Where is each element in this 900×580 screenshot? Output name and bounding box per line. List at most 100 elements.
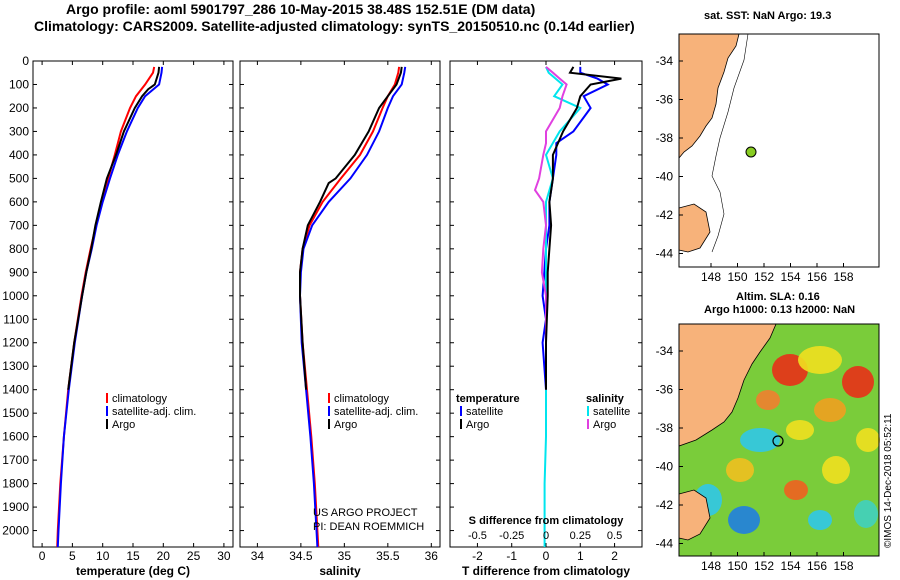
diff-sal-legend-label: satellite	[593, 406, 630, 418]
sla-map-lat-label: -44	[656, 537, 674, 551]
y-tick-label: 900	[9, 265, 29, 279]
x-tick-label: -2	[472, 549, 483, 563]
x-tick-label: 0	[543, 549, 550, 563]
sla-anomaly-patch	[740, 428, 780, 452]
sst-map-lon-label: 152	[754, 270, 774, 284]
temp-climatology-line	[56, 66, 156, 548]
sla-map-lat-label: -40	[656, 460, 674, 474]
y-tick-label: 1100	[3, 312, 29, 326]
x-tick-label: 1	[577, 549, 584, 563]
diff-legend-temp-title: temperature	[456, 393, 520, 405]
sst-map-lat-label: -44	[656, 247, 674, 261]
x-tick-label: 35.5	[376, 549, 400, 563]
sla-map-lon-label: 150	[727, 559, 747, 573]
s-tick-label: 0	[543, 530, 549, 542]
sal-argo-line	[299, 66, 403, 390]
x-tick-label: 15	[126, 549, 140, 563]
y-tick-label: 1800	[2, 477, 29, 491]
diff-temp-legend-label: satellite	[466, 406, 503, 418]
x-tick-label: 2	[611, 549, 618, 563]
sla-map-lat-label: -42	[656, 498, 674, 512]
diff-sal-legend-swatch	[587, 419, 589, 429]
sst-map-lon-label: 156	[807, 270, 827, 284]
x-tick-label: 35	[338, 549, 352, 563]
sal-legend-label: Argo	[334, 419, 357, 431]
sst-map-lat-label: -40	[656, 170, 674, 184]
pi-annotation: PI: DEAN ROEMMICH	[313, 521, 424, 533]
y-tick-label: 200	[9, 101, 29, 115]
sla-map-lon-label: 154	[780, 559, 800, 573]
x-tick-label: 10	[96, 549, 110, 563]
diff-sal-argo-line	[533, 66, 568, 390]
y-tick-label: 1500	[2, 406, 29, 420]
sst-map-lat-label: -42	[656, 208, 674, 222]
temp-satellite-line	[56, 66, 164, 548]
x-axis-label: salinity	[319, 564, 361, 578]
x-tick-label: 34	[251, 549, 265, 563]
s-tick-label: -0.25	[499, 530, 524, 542]
sla-anomaly-patch	[856, 428, 880, 452]
y-tick-label: 1900	[2, 500, 29, 514]
diff-temp-legend-swatch	[460, 419, 462, 429]
diff-sal-legend-label: Argo	[593, 419, 616, 431]
sst-map-frame	[678, 33, 880, 268]
diff-legend-sal-title: salinity	[586, 393, 625, 405]
x-tick-label: 30	[217, 549, 231, 563]
x-tick-label: 34.5	[289, 549, 313, 563]
y-tick-label: 400	[9, 148, 29, 162]
s-tick-label: 0.5	[607, 530, 622, 542]
sla-map-lat-label: -38	[656, 421, 674, 435]
sla-anomaly-patch	[756, 390, 780, 410]
temp-legend-label: climatology	[112, 393, 168, 405]
sal-legend-label: satellite-adj. clim.	[334, 406, 418, 418]
sla-map-lon-label: 152	[754, 559, 774, 573]
s-tick-label: -0.5	[468, 530, 487, 542]
temp-legend-swatch	[106, 419, 108, 429]
sst-map-lon-label: 154	[780, 270, 800, 284]
sst-map-header: sat. SST: NaN Argo: 19.3	[704, 10, 832, 22]
tasmania-shape-sla	[678, 489, 711, 541]
diff-s-axis-label: S difference from climatology	[469, 515, 625, 527]
temp-legend-swatch	[106, 406, 108, 416]
y-tick-label: 600	[9, 195, 29, 209]
mainland-shape	[678, 33, 740, 160]
sla-anomaly-patch	[822, 456, 850, 484]
sst-map-lat-label: -36	[656, 93, 674, 107]
sst-map-lon-label: 150	[727, 270, 747, 284]
y-tick-label: 1300	[2, 359, 29, 373]
sal-legend-swatch	[328, 393, 330, 403]
sst-map-lon-label: 148	[701, 270, 721, 284]
diff-temp-argo-line	[545, 66, 622, 390]
tasmania-shape	[678, 203, 711, 253]
diff-temp-legend-label: Argo	[466, 419, 489, 431]
x-axis-label: temperature (deg C)	[76, 564, 190, 578]
salinity-profile-frame	[239, 60, 441, 548]
temp-legend-label: Argo	[112, 419, 135, 431]
x-tick-label: 0	[39, 549, 46, 563]
y-tick-label: 1400	[2, 383, 29, 397]
sla-anomaly-patch	[728, 506, 760, 534]
sal-climatology-line	[299, 66, 401, 548]
y-tick-label: 100	[9, 77, 29, 91]
sal-legend-swatch	[328, 419, 330, 429]
sla-anomaly-patch	[808, 510, 832, 530]
y-tick-label: 300	[9, 124, 29, 138]
sla-map-lon-label: 156	[807, 559, 827, 573]
sla-anomaly-patch	[854, 500, 878, 528]
sla-map-lon-label: 158	[833, 559, 853, 573]
y-tick-label: 0	[22, 54, 29, 68]
sst-map-lat-label: -34	[656, 54, 674, 68]
sla-anomaly-patch	[786, 420, 814, 440]
diff-temp-legend-swatch	[460, 406, 462, 416]
sst-map-lon-label: 158	[833, 270, 853, 284]
sst-profile-marker	[745, 146, 757, 158]
x-tick-label: 20	[157, 549, 171, 563]
y-tick-label: 500	[9, 171, 29, 185]
x-tick-label: 36	[425, 549, 439, 563]
sla-anomaly-patch	[842, 366, 874, 398]
temp-argo-line	[67, 66, 161, 390]
x-axis-label: T difference from climatology	[462, 564, 630, 578]
project-annotation: US ARGO PROJECT	[313, 507, 418, 519]
y-tick-label: 1200	[2, 336, 29, 350]
